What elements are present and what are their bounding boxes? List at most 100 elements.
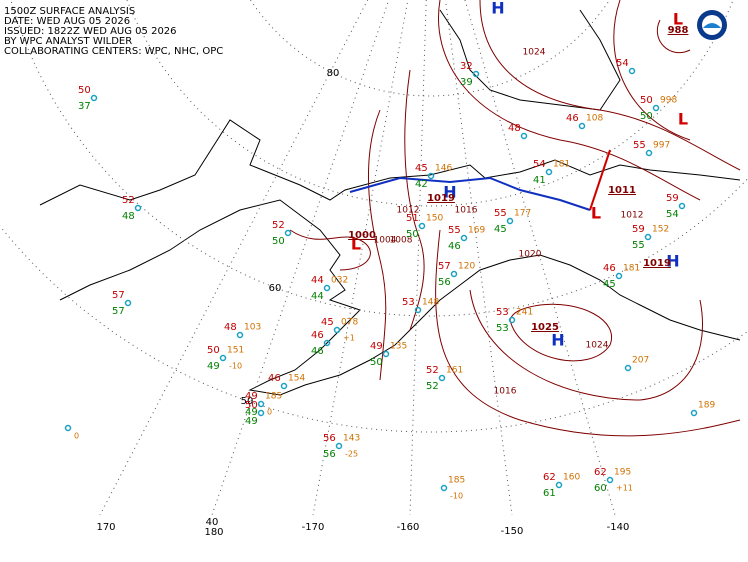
station-t: 55 — [448, 225, 461, 236]
latitude-label: 40 — [206, 517, 219, 528]
station-p: 148 — [422, 298, 439, 308]
station-t: 51 — [406, 213, 419, 224]
station-marker — [624, 364, 632, 372]
isobar — [613, 0, 691, 141]
station-t: 45 — [321, 317, 334, 328]
station-d: 57 — [112, 306, 125, 317]
station-p: 103 — [244, 323, 261, 333]
map-layout — [0, 0, 748, 516]
center-pressure: 1011 — [608, 185, 636, 196]
center-pressure: 1019 — [427, 193, 455, 204]
station-marker — [606, 476, 614, 484]
station-p: 189 — [698, 401, 715, 411]
station-d: 60 — [594, 483, 607, 494]
center-symbol: H — [491, 0, 504, 18]
station-t: 53 — [402, 297, 415, 308]
header-line: 1500Z SURFACE ANALYSIS — [4, 6, 135, 17]
station-p: 181 — [623, 264, 640, 274]
station-marker — [615, 272, 623, 280]
station-k: 0 — [74, 432, 79, 441]
station-k: -10 — [450, 492, 463, 501]
station-t: 52 — [122, 195, 135, 206]
station-marker — [652, 104, 660, 112]
station-marker — [506, 217, 514, 225]
station-p: 177 — [514, 209, 531, 219]
station-p: 169 — [468, 226, 485, 236]
station-t: 45 — [415, 163, 428, 174]
station-d: 41 — [533, 175, 546, 186]
station-d: 42 — [415, 179, 428, 190]
latitude-label: 80 — [327, 68, 340, 79]
station-t: 52 — [426, 365, 439, 376]
station-d: 45 — [494, 224, 507, 235]
station-t: 52 — [272, 220, 285, 231]
station-t: 50 — [640, 95, 653, 106]
station-t: 59 — [632, 224, 645, 235]
station-d: 61 — [543, 488, 556, 499]
station-marker — [644, 233, 652, 241]
station-t: 48 — [224, 322, 237, 333]
isobar — [404, 69, 425, 331]
station-p: 207 — [632, 356, 649, 366]
station-t: 53 — [496, 307, 509, 318]
meridian — [464, 0, 616, 516]
station-k: -25 — [345, 450, 358, 459]
station-t: 50 — [207, 345, 220, 356]
station-t: 56 — [323, 433, 336, 444]
station-marker — [323, 284, 331, 292]
station-marker — [280, 382, 288, 390]
station-t: 44 — [311, 275, 324, 286]
station-d: 48 — [122, 211, 135, 222]
header-line: DATE: WED AUG 05 2026 — [4, 16, 130, 27]
center-pressure: 1025 — [531, 322, 559, 333]
coastline — [39, 9, 741, 396]
station-marker — [678, 202, 686, 210]
station-p: 161 — [446, 366, 463, 376]
station-marker — [124, 299, 132, 307]
station-t: 48 — [508, 123, 521, 134]
station-t: 46 — [311, 330, 324, 341]
station-marker — [427, 172, 435, 180]
station-marker — [335, 442, 343, 450]
station-t: 46 — [268, 373, 281, 384]
station-d: 49 — [207, 361, 220, 372]
longitude-label: -150 — [501, 526, 524, 537]
longitude-label: -160 — [397, 522, 420, 533]
station-marker — [555, 481, 563, 489]
station-marker — [219, 354, 227, 362]
center-pressure: 988 — [668, 25, 689, 36]
meridian — [444, 0, 513, 516]
longitude-label: 180 — [204, 527, 223, 538]
station-p: 135 — [390, 342, 407, 352]
meridian — [99, 0, 369, 516]
center-symbol: L — [351, 235, 361, 254]
isobar-label: 1024 — [523, 48, 546, 58]
isobar-label: 1012 — [397, 206, 420, 216]
header-line: ISSUED: 1822Z WED AUG 05 2026 — [4, 26, 177, 37]
station-marker — [628, 67, 636, 75]
station-p: 195 — [614, 468, 631, 478]
station-t: 49 — [370, 341, 383, 352]
station-t: 59 — [666, 193, 679, 204]
isobar-label: 1012 — [621, 211, 644, 221]
station-marker — [438, 374, 446, 382]
station-marker — [440, 484, 448, 492]
isobar-label: 1024 — [586, 341, 609, 351]
station-t: 50 — [245, 400, 258, 411]
station-p: 181 — [553, 160, 570, 170]
station-marker — [257, 400, 265, 408]
station-d: 50 — [370, 357, 383, 368]
station-p: 154 — [288, 374, 305, 384]
longitude-label: 170 — [96, 522, 115, 533]
header-line: BY WPC ANALYST WILDER — [4, 36, 132, 47]
station-p: 120 — [458, 262, 475, 272]
station-d: 39 — [460, 77, 473, 88]
station-d: 49 — [245, 407, 258, 418]
station-p: 078 — [341, 318, 358, 328]
station-d: 50 — [640, 111, 653, 122]
station-marker — [520, 132, 528, 140]
center-pressure: 1019 — [643, 258, 671, 269]
station-marker — [134, 204, 142, 212]
station-marker — [460, 234, 468, 242]
